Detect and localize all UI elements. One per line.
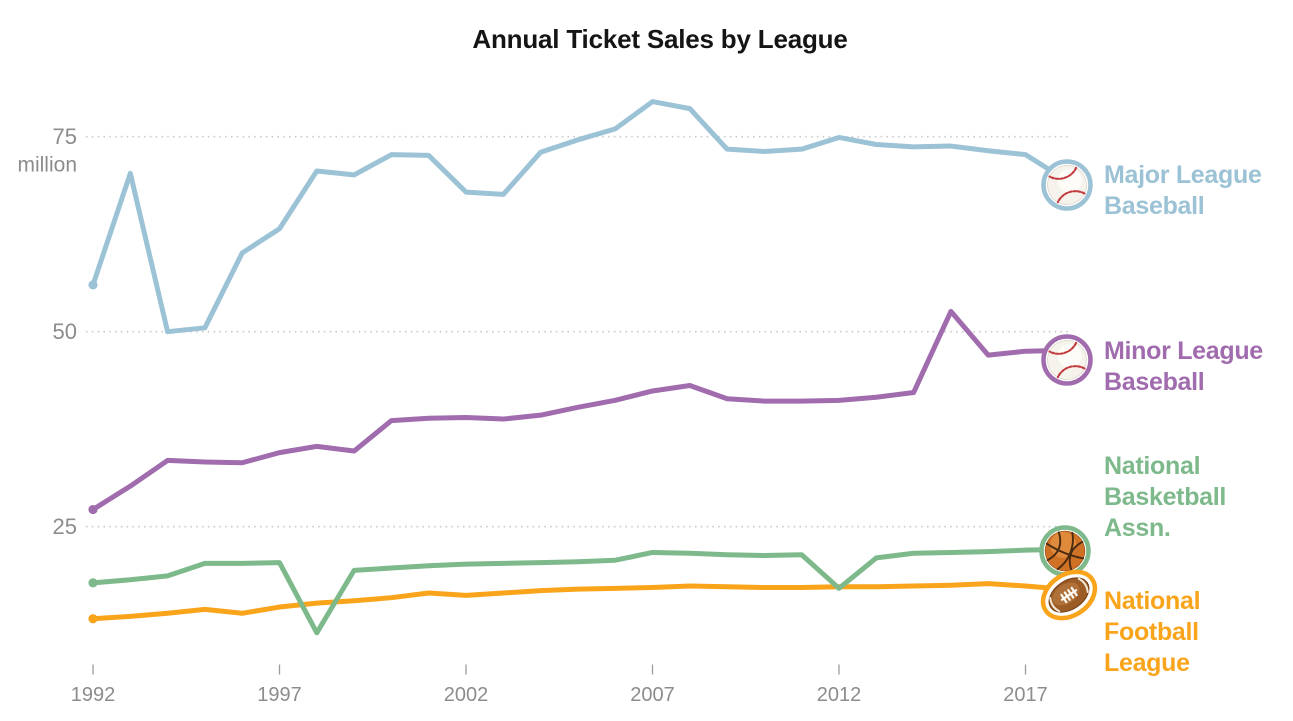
nba-basketball-badge <box>1039 525 1091 577</box>
line-national-football-league <box>90 581 1066 622</box>
series-start-dot <box>88 280 98 290</box>
legend-label-line: Assn. <box>1104 514 1171 542</box>
x-tick-label: 2017 <box>1003 684 1048 706</box>
y-tick-label: 75 <box>53 124 77 149</box>
legend-national-basketball-assn: National Basketball Assn. <box>1104 451 1226 544</box>
baseball-icon <box>1047 165 1087 205</box>
chart-title: Annual Ticket Sales by League <box>472 24 848 54</box>
x-axis: 1992 1997 2002 2007 2012 2017 <box>71 664 1048 706</box>
gridlines <box>86 135 1072 528</box>
basketball-icon <box>1044 530 1086 572</box>
y-tick-label: 50 <box>53 319 77 344</box>
series-start-dot <box>88 504 98 515</box>
legend-minor-league-baseball: Minor League Baseball <box>1104 336 1263 398</box>
legend-major-league-baseball: Major League Baseball <box>1104 160 1262 222</box>
series-start-dot <box>88 578 98 588</box>
y-axis-unit-label: million <box>17 154 77 177</box>
legend-label-line: National <box>1104 452 1201 480</box>
football-icon <box>1048 577 1090 613</box>
legend-label-line: League <box>1104 649 1190 677</box>
legend-badges <box>1039 159 1098 621</box>
series-start-dot <box>88 614 98 624</box>
baseball-icon <box>1047 340 1087 380</box>
legend-label-line: Baseball <box>1104 192 1205 220</box>
mlb-baseball-badge <box>1041 159 1093 211</box>
y-axis-labels: 75 50 25 million <box>17 124 77 539</box>
x-tick-label: 1997 <box>257 684 302 706</box>
line-minor-league-baseball <box>90 308 1066 513</box>
series-lines <box>88 99 1066 636</box>
x-tick-label: 2002 <box>444 684 489 706</box>
legend-label-line: Baseball <box>1104 368 1205 396</box>
line-national-basketball-assn- <box>90 546 1066 636</box>
line-major-league-baseball <box>90 99 1066 335</box>
x-tick-label: 2007 <box>630 684 675 706</box>
y-tick-label: 25 <box>53 514 77 539</box>
x-tick-label: 1992 <box>71 684 116 706</box>
legend-label-line: Basketball <box>1104 483 1227 511</box>
legend-label-line: Minor League <box>1104 337 1263 365</box>
nfl-football-badge <box>1040 569 1098 621</box>
legend-label-line: National <box>1104 587 1201 615</box>
milb-baseball-badge <box>1041 334 1093 386</box>
x-tick-label: 2012 <box>817 684 862 706</box>
legend-national-football-league: National Football League <box>1104 586 1201 679</box>
legend-label-line: Football <box>1104 618 1199 646</box>
legend-label-line: Major League <box>1104 161 1262 189</box>
